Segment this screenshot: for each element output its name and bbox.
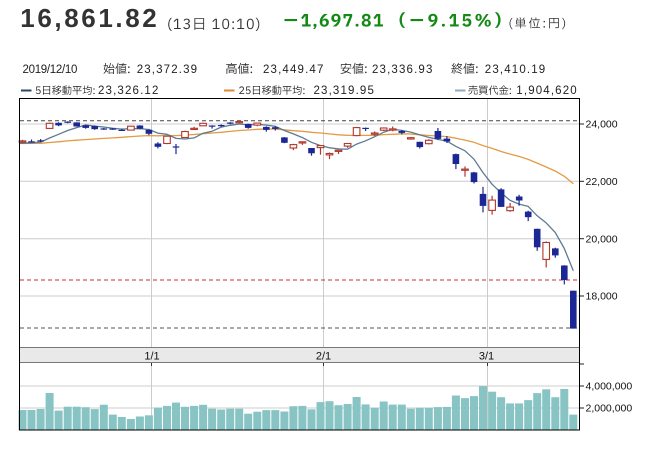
svg-text:23,372.39: 23,372.39: [137, 64, 199, 76]
svg-text:2,000,000: 2,000,000: [586, 403, 633, 415]
svg-text:20,000: 20,000: [586, 233, 618, 245]
svg-text:16,861.82: 16,861.82: [20, 3, 159, 33]
svg-text:1,904,620: 1,904,620: [516, 85, 578, 97]
svg-text:23,326.12: 23,326.12: [98, 85, 160, 97]
svg-text:1/1: 1/1: [144, 351, 159, 363]
svg-text:22,000: 22,000: [586, 176, 618, 188]
svg-text:23,336.93: 23,336.93: [372, 64, 434, 76]
svg-text:2019/12/10: 2019/12/10: [23, 64, 78, 76]
svg-text:23,410.19: 23,410.19: [485, 64, 547, 76]
svg-text:24,000: 24,000: [586, 119, 618, 131]
svg-text:23,319.95: 23,319.95: [314, 85, 376, 97]
svg-text:2/1: 2/1: [316, 351, 331, 363]
svg-text:18,000: 18,000: [586, 291, 618, 303]
svg-text:4,000,000: 4,000,000: [586, 381, 633, 393]
svg-text:23,449.47: 23,449.47: [263, 64, 325, 76]
svg-text:3/1: 3/1: [479, 351, 494, 363]
